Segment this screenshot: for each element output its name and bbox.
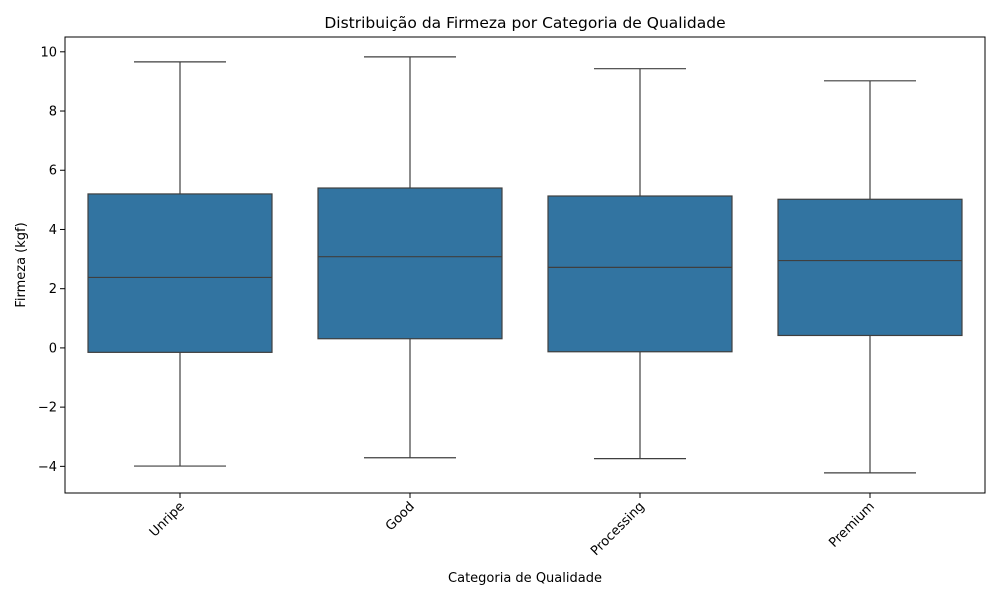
plot-area	[87, 56, 963, 474]
y-axis-label: Firmeza (kgf)	[14, 222, 29, 307]
x-tick-label: Unripe	[147, 499, 188, 540]
box	[87, 193, 273, 353]
plot-frame	[64, 36, 986, 494]
box-group-unripe	[87, 61, 273, 467]
y-tick-label: 0	[49, 341, 57, 356]
y-tick-label: −2	[38, 401, 57, 416]
y-tick-label: −4	[38, 460, 57, 475]
y-tick-label: 6	[49, 164, 57, 179]
box-group-premium	[777, 80, 963, 474]
x-tick-label: Premium	[826, 499, 878, 551]
box	[547, 195, 733, 353]
y-tick-label: 8	[49, 105, 57, 120]
box-group-processing	[547, 68, 733, 460]
box-group-good	[317, 56, 503, 459]
y-tick-label: 2	[49, 282, 57, 297]
x-axis-label: Categoria de Qualidade	[448, 571, 602, 586]
box	[777, 198, 963, 337]
x-tick-label: Processing	[588, 499, 648, 559]
y-tick-label: 10	[40, 45, 57, 60]
box	[317, 187, 503, 340]
y-tick-label: 4	[49, 223, 57, 238]
chart-title: Distribuição da Firmeza por Categoria de…	[324, 14, 725, 32]
x-tick-label: Good	[383, 499, 418, 534]
